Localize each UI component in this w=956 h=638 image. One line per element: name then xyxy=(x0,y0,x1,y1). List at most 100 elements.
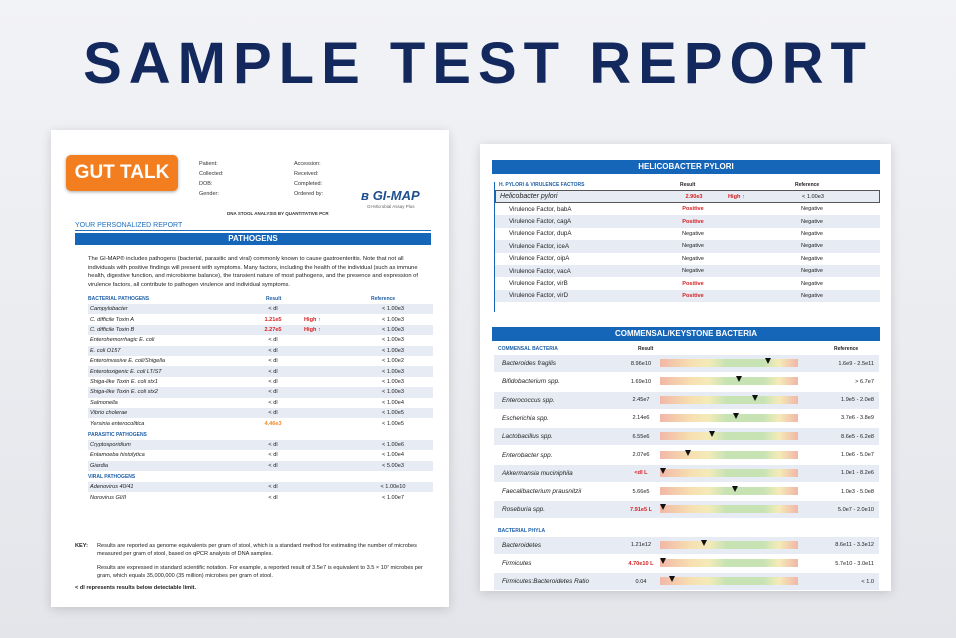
bacteria-row: Enterobacter spp. 2.07e6 1.0e6 - 5.0e7 xyxy=(494,447,879,464)
your-report-label: YOUR PERSONALIZED REPORT xyxy=(75,222,183,229)
result-value: Negative xyxy=(681,243,705,250)
hp-factor-name: Virulence Factor, virD xyxy=(509,292,569,300)
key-text-3: < dl represents results below detectable… xyxy=(75,585,197,591)
high-flag: High ↑ xyxy=(728,193,745,200)
reference-value: Negative xyxy=(800,230,824,237)
pathogen-name: Campylobacter xyxy=(90,306,128,313)
result-column-header: Result xyxy=(266,296,282,302)
hp-factor-name: Helicobacter pylori xyxy=(500,193,558,200)
result-value: < dl xyxy=(268,337,278,344)
range-bar xyxy=(660,376,798,386)
hp-row: Virulence Factor, babA Positive Negative xyxy=(495,203,880,215)
result-value: Negative xyxy=(681,255,705,262)
hp-factor-name: Virulence Factor, dupA xyxy=(509,230,572,238)
bacteria-name: Roseburia spp. xyxy=(502,506,545,514)
range-bar xyxy=(660,486,798,496)
pathogen-name: Enterohemorrhagic E. coli xyxy=(90,337,155,344)
result-value: < dl xyxy=(268,494,278,501)
table-row: Giardia < dl < 5.00e3 xyxy=(88,460,433,471)
reference-value: < 1.00e4 xyxy=(382,452,404,459)
reference-range: > 6.7e7 xyxy=(855,378,874,385)
pathogen-name: Shiga-like Toxin E. coli stx1 xyxy=(90,378,158,385)
bacteria-row: Faecalibacterium prausnitzii 5.66e5 1.0e3 … xyxy=(494,483,879,500)
reference-value: < 1.00e3 xyxy=(382,316,404,323)
reference-range: 3.7e6 - 3.8e9 xyxy=(841,415,874,422)
range-marker xyxy=(659,558,666,564)
result-value: <dl L xyxy=(634,470,648,477)
patient-field-label: DOB: xyxy=(199,181,213,187)
result-value: < dl xyxy=(268,441,278,448)
hp-row: Virulence Factor, cagA Positive Negative xyxy=(495,215,880,228)
divider xyxy=(75,230,431,231)
result-value: 8.96e10 xyxy=(630,360,652,367)
patient-field-label: Patient: xyxy=(199,161,218,167)
range-marker xyxy=(669,576,676,583)
reference-range: 8.6e5 - 6.2e8 xyxy=(841,433,874,440)
result-value: 1.21e5 xyxy=(264,316,282,323)
reference-value: < 1.00e3 xyxy=(382,389,404,396)
commensal-group-header: COMMENSAL BACTERIA xyxy=(498,346,558,352)
result-value: 6.55e6 xyxy=(632,433,650,440)
patient-field-label: Collected: xyxy=(199,171,224,177)
range-bar xyxy=(659,467,798,477)
hp-table: H. PYLORI & VIRULENCE FACTORS Result Refer… xyxy=(494,182,880,312)
result-value: < dl xyxy=(268,358,278,365)
pathogens-section-title: PATHOGENS xyxy=(75,233,431,245)
result-value: 2.90e3 xyxy=(685,193,703,200)
pathogen-name: Entamoeba histolytica xyxy=(90,452,145,459)
table-row: C. difficile Toxin B 2.27e5 High ↑ < 1.00e3 xyxy=(88,324,433,336)
reference-value: < 1.00e3 xyxy=(382,326,404,333)
result-value: < dl xyxy=(268,368,278,375)
reference-value: Negative xyxy=(800,292,824,299)
result-column-header: Result xyxy=(680,182,696,188)
bacteria-name: Bacteroidetes xyxy=(502,541,542,549)
hp-row: Virulence Factor, oipA Negative Negative xyxy=(495,253,880,265)
patient-field-label: Received: xyxy=(294,171,319,177)
group-header: PARASITIC PATHOGENS xyxy=(88,431,147,438)
result-value: Positive xyxy=(682,218,704,225)
result-value: 2.14e6 xyxy=(632,415,650,422)
group-header: BACTERIAL PATHOGENS xyxy=(88,296,150,302)
result-value: 2.45e7 xyxy=(632,397,650,404)
result-value: 7.91e5 L xyxy=(629,506,653,513)
reference-value: < 1.00e10 xyxy=(380,484,406,491)
reference-value: < 1.00e3 xyxy=(382,347,404,354)
patient-field-label: Ordered by: xyxy=(294,191,324,197)
result-value: Positive xyxy=(682,280,704,287)
table-row: Vibrio cholerae < dl < 1.00e5 xyxy=(88,408,433,419)
hp-factor-name: Virulence Factor, virB xyxy=(509,280,568,288)
patient-info-row: Collected: Received: xyxy=(199,171,389,181)
table-row: Norovirus GI/II < dl < 1.00e7 xyxy=(88,492,433,502)
pathogen-name: Cryptosporidium xyxy=(90,441,131,448)
result-value: 4.46e3 xyxy=(264,420,282,427)
range-marker xyxy=(752,394,759,401)
reference-column-header: Reference xyxy=(834,346,859,352)
commensal-table: COMMENSAL BACTERIA Result Reference Bactero… xyxy=(494,343,879,591)
reference-value: < 1.00e7 xyxy=(382,494,404,501)
hp-row: Helicobacter pylori 2.90e3 High ↑ < 1.00e3 xyxy=(495,190,880,203)
reference-range: 5.7e10 - 3.0e11 xyxy=(835,560,874,567)
hp-row: Virulence Factor, iceA Negative Negative xyxy=(495,240,880,253)
pathogen-name: Vibrio cholerae xyxy=(90,410,128,417)
reference-value: Negative xyxy=(800,218,824,225)
result-value: 1.21e12 xyxy=(630,542,652,549)
high-flag: High ↑ xyxy=(304,326,321,333)
hp-row: Virulence Factor, vacA Negative Negative xyxy=(495,265,880,278)
pathogen-name: Shiga-like Toxin E. coli stx2 xyxy=(90,389,158,396)
table-row: C. difficile Toxin A 1.21e5 High ↑ < 1.00e3 xyxy=(88,314,433,324)
range-bar xyxy=(660,431,798,441)
bacteria-name: Escherichia spp. xyxy=(502,414,549,422)
reference-value: Negative xyxy=(800,255,824,262)
table-row: Entamoeba histolytica < dl < 1.00e4 xyxy=(88,450,433,460)
result-value: < dl xyxy=(268,462,278,469)
table-row: E. coli O157 < dl < 1.00e3 xyxy=(88,345,433,356)
key-label: KEY: xyxy=(75,543,88,549)
reference-range: 1.9e5 - 2.0e8 xyxy=(841,397,874,404)
table-row: Adenovirus 40/41 < dl < 1.00e10 xyxy=(88,482,433,493)
reference-value: < 1.00e5 xyxy=(382,420,404,427)
hp-factor-name: Virulence Factor, oipA xyxy=(509,255,570,263)
range-bar xyxy=(660,539,798,549)
result-value: < dl xyxy=(268,306,278,313)
table-row: Salmonella < dl < 1.00e4 xyxy=(88,398,433,408)
reference-value: Negative xyxy=(800,280,824,287)
